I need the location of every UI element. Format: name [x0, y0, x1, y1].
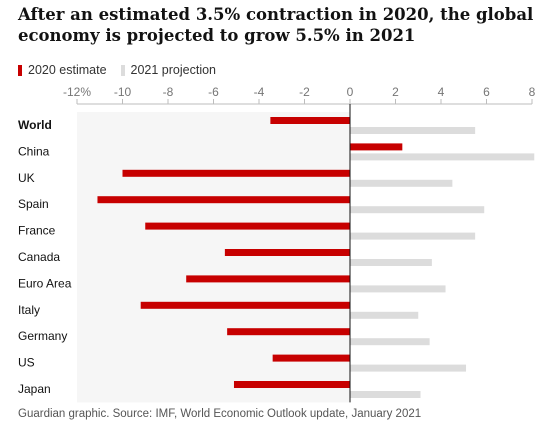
source-note: Guardian graphic. Source: IMF, World Eco…: [18, 408, 422, 420]
bar-2021-projection: [350, 311, 419, 319]
bar-2021-projection: [350, 179, 453, 187]
x-tick-label: -10: [114, 85, 132, 99]
x-tick-label: -12%: [63, 85, 91, 99]
bar-2021-projection: [350, 364, 467, 372]
category-label: Euro Area: [18, 276, 72, 290]
bar-2020-estimate: [97, 196, 350, 204]
bar-2021-projection: [350, 338, 430, 346]
bar-2021-projection: [350, 232, 476, 240]
category-label: World: [18, 118, 52, 132]
x-tick-label: -8: [163, 85, 174, 99]
bar-2020-estimate: [233, 381, 350, 388]
category-label: Japan: [18, 382, 51, 396]
legend-swatch-2020: [18, 64, 22, 76]
x-tick-label: 6: [483, 85, 490, 99]
x-tick-label: 0: [347, 85, 354, 99]
legend-item-2020: 2020 estimate: [18, 63, 107, 77]
bar-2020-estimate: [270, 117, 350, 124]
bar-2021-projection: [350, 127, 476, 134]
legend-label-2020: 2020 estimate: [28, 63, 107, 77]
x-tick-label: 2: [392, 85, 399, 99]
x-tick-label: -4: [254, 85, 265, 99]
legend-swatch-2021: [120, 64, 125, 76]
bar-2020-estimate: [227, 328, 350, 336]
bar-2020-estimate: [145, 222, 350, 230]
category-label: Italy: [18, 303, 40, 317]
chart-title: After an estimated 3.5% contraction in 2…: [18, 5, 534, 45]
x-tick-label: -2: [299, 85, 310, 99]
category-label: UK: [18, 171, 35, 185]
bar-chart: -12% -10 -8 -6 -4 -2 0 2 4 6 8 World China UK Spain Fra…: [18, 85, 536, 403]
x-tick-label: -6: [208, 85, 219, 99]
bar-2020-estimate: [224, 249, 350, 256]
category-label: Canada: [18, 250, 60, 264]
legend-item-2021: 2021 projection: [120, 63, 217, 77]
category-label: US: [18, 356, 35, 370]
category-label: France: [18, 224, 56, 238]
legend-label-2021: 2021 projection: [130, 63, 217, 77]
bar-2020-estimate: [272, 354, 350, 362]
x-tick-label: 4: [438, 85, 445, 99]
bar-2020-estimate: [140, 301, 350, 309]
bar-2020-estimate: [350, 143, 403, 151]
category-label: Spain: [18, 197, 49, 211]
bar-2021-projection: [350, 206, 485, 214]
bar-2021-projection: [350, 259, 432, 266]
bar-2021-projection: [350, 391, 421, 398]
bar-2021-projection: [350, 285, 446, 293]
negative-region-shade: [77, 112, 350, 403]
category-label: China: [18, 144, 50, 158]
category-label: Germany: [18, 329, 67, 343]
bar-2021-projection: [350, 153, 535, 161]
bar-2020-estimate: [122, 169, 350, 177]
x-tick-label: 8: [529, 85, 536, 99]
bar-2020-estimate: [186, 275, 350, 283]
legend: 2020 estimate 2021 projection: [18, 63, 230, 77]
